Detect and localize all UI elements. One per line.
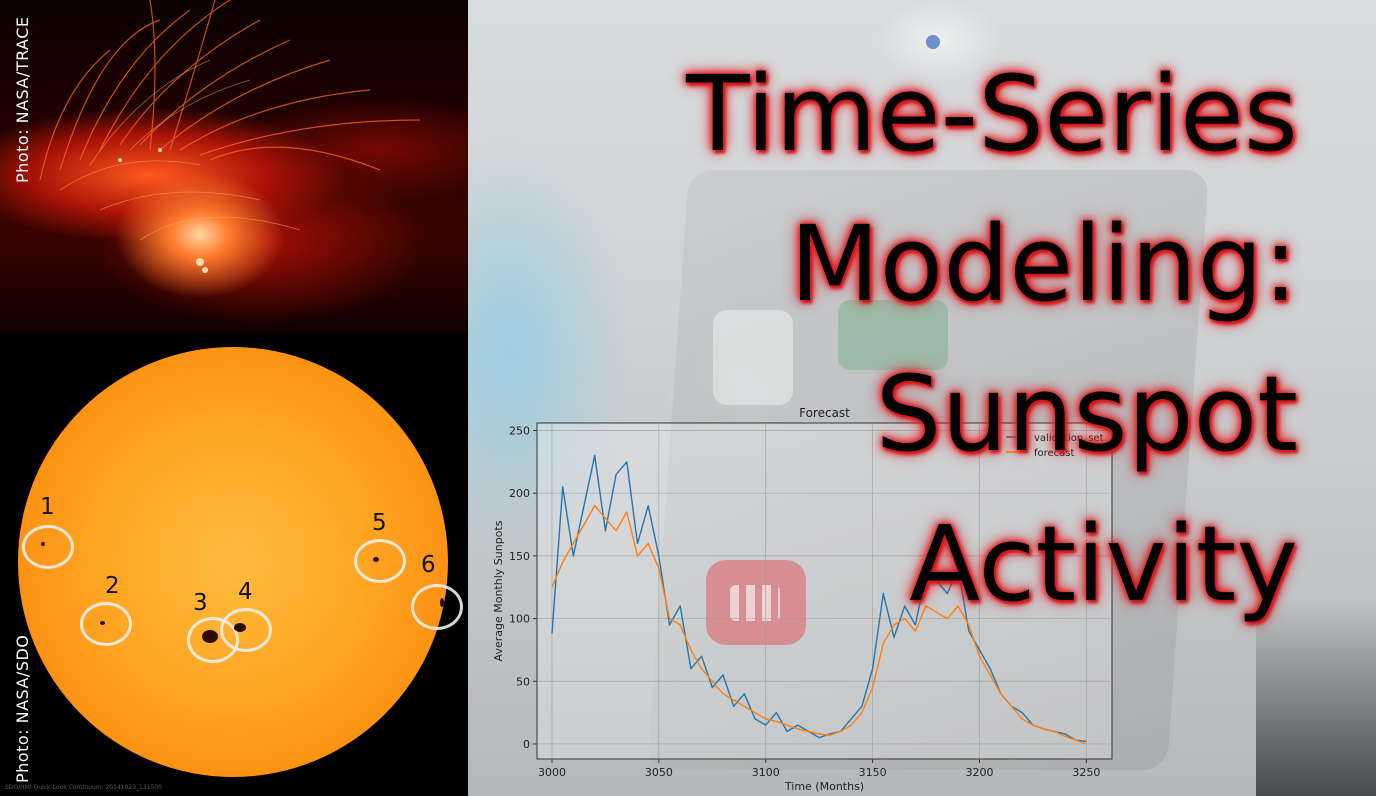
legend-label-validation-set: validation_set bbox=[1034, 433, 1104, 444]
photo-credit-trace: Photo: NASA/TRACE bbox=[13, 16, 32, 183]
chart-legend: validation_set forecast bbox=[1006, 433, 1104, 459]
sunspot-ring-5 bbox=[354, 539, 406, 583]
x-tick-label: 3200 bbox=[965, 766, 993, 779]
chart-grid bbox=[537, 423, 1112, 759]
background-photo bbox=[468, 0, 1376, 796]
sunspot-label-3: 3 bbox=[193, 590, 208, 616]
sunspot-4 bbox=[234, 623, 246, 632]
sunspot-label-4: 4 bbox=[238, 579, 253, 605]
y-tick-label: 100 bbox=[509, 613, 530, 626]
sunspot-label-6: 6 bbox=[421, 552, 436, 578]
forecast-chart: 3000 3050 3100 3150 3200 3250050100150200250 … bbox=[492, 406, 1113, 793]
chart-ticks: 3000 3050 3100 3150 3200 3250 0 50 100 150 200 250 bbox=[509, 425, 1100, 779]
sunspot-ring-1 bbox=[22, 525, 74, 569]
x-tick-label: 3050 bbox=[645, 766, 673, 779]
corona-loops bbox=[39, 0, 421, 273]
sunspot-label-2: 2 bbox=[105, 573, 120, 599]
sunspot-5 bbox=[373, 557, 379, 562]
sunspot-6 bbox=[440, 598, 444, 607]
sunspot-1 bbox=[41, 542, 45, 546]
chart-x-axis-label: Time (Months) bbox=[784, 780, 864, 793]
chart-title: Forecast bbox=[799, 406, 850, 420]
legend-label-forecast: forecast bbox=[1034, 448, 1075, 459]
light-dot bbox=[926, 35, 940, 49]
series-line-validation-set bbox=[551, 454, 1087, 743]
title-line-4: Activity bbox=[909, 503, 1298, 625]
sunspot-2 bbox=[100, 621, 105, 625]
chart-series bbox=[551, 454, 1087, 745]
sticker-bars-icon bbox=[730, 585, 780, 621]
x-tick-label: 3100 bbox=[752, 766, 780, 779]
chart-y-axis-label: Average Monthly Sunpots bbox=[492, 520, 505, 661]
plot-area bbox=[536, 422, 1113, 760]
y-tick-label: 150 bbox=[509, 550, 530, 563]
sunspot-label-1: 1 bbox=[40, 494, 55, 520]
sunspot-label-5: 5 bbox=[372, 510, 387, 536]
title-line-2: Modeling: bbox=[789, 203, 1298, 325]
x-tick-label: 3000 bbox=[538, 766, 566, 779]
photo-sun-sunspots: 1 2 3 4 5 6 Photo: NASA/SDO SDO/HMI Quic… bbox=[0, 332, 468, 796]
sunspot-ring-4 bbox=[220, 608, 272, 652]
photo-credit-sdo: Photo: NASA/SDO bbox=[13, 634, 32, 783]
sunspot-ring-2 bbox=[80, 602, 132, 646]
series-line-forecast bbox=[551, 504, 1087, 745]
sunspot-ring-6 bbox=[411, 584, 463, 630]
photo-solar-corona: Photo: NASA/TRACE bbox=[0, 0, 468, 332]
y-tick-label: 50 bbox=[516, 675, 530, 688]
image-caption: SDO/HMI Quick-Look Continuum: 20141023_1… bbox=[5, 784, 162, 791]
title-line-3: Sunspot bbox=[875, 353, 1298, 475]
x-tick-label: 3250 bbox=[1072, 766, 1100, 779]
x-tick-label: 3150 bbox=[859, 766, 887, 779]
y-tick-label: 250 bbox=[509, 425, 530, 438]
sticker-grey bbox=[713, 310, 793, 405]
y-tick-label: 200 bbox=[509, 487, 530, 500]
y-tick-label: 0 bbox=[523, 738, 530, 751]
title-line-1: Time-Series bbox=[686, 53, 1298, 175]
shadow-area bbox=[1256, 600, 1376, 796]
sunspot-3 bbox=[202, 630, 218, 643]
sticker-green bbox=[838, 300, 948, 370]
